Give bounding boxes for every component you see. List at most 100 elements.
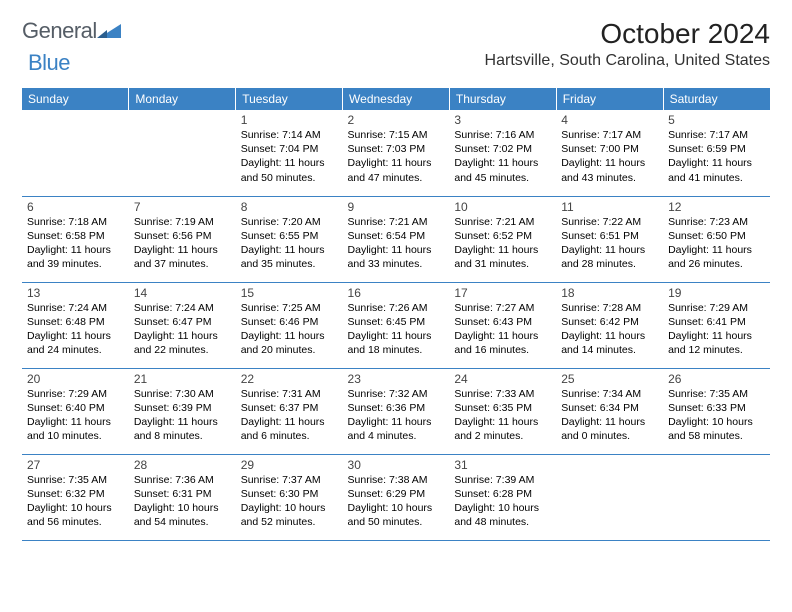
calendar-row: 27Sunrise: 7:35 AMSunset: 6:32 PMDayligh… <box>22 454 770 540</box>
sunrise-line: Sunrise: 7:26 AM <box>348 301 445 315</box>
sunset-line: Sunset: 6:36 PM <box>348 401 445 415</box>
daylight-line: Daylight: 11 hours and 20 minutes. <box>241 329 338 357</box>
sunset-line: Sunset: 6:35 PM <box>454 401 551 415</box>
daylight-line: Daylight: 10 hours and 54 minutes. <box>134 501 231 529</box>
sunset-line: Sunset: 6:31 PM <box>134 487 231 501</box>
day-number: 6 <box>27 200 124 214</box>
daylight-line: Daylight: 11 hours and 43 minutes. <box>561 156 658 184</box>
day-number: 16 <box>348 286 445 300</box>
calendar-cell: 24Sunrise: 7:33 AMSunset: 6:35 PMDayligh… <box>449 368 556 454</box>
day-number: 21 <box>134 372 231 386</box>
day-number: 26 <box>668 372 765 386</box>
day-number: 20 <box>27 372 124 386</box>
calendar-cell: 10Sunrise: 7:21 AMSunset: 6:52 PMDayligh… <box>449 196 556 282</box>
day-number: 24 <box>454 372 551 386</box>
day-number: 1 <box>241 113 338 127</box>
daylight-line: Daylight: 11 hours and 31 minutes. <box>454 243 551 271</box>
day-number: 19 <box>668 286 765 300</box>
daylight-line: Daylight: 11 hours and 35 minutes. <box>241 243 338 271</box>
sunset-line: Sunset: 6:50 PM <box>668 229 765 243</box>
sunset-line: Sunset: 6:48 PM <box>27 315 124 329</box>
sunrise-line: Sunrise: 7:30 AM <box>134 387 231 401</box>
calendar-cell: 29Sunrise: 7:37 AMSunset: 6:30 PMDayligh… <box>236 454 343 540</box>
day-number: 11 <box>561 200 658 214</box>
sunset-line: Sunset: 6:58 PM <box>27 229 124 243</box>
day-number: 28 <box>134 458 231 472</box>
day-number: 23 <box>348 372 445 386</box>
sunrise-line: Sunrise: 7:18 AM <box>27 215 124 229</box>
calendar-cell: 6Sunrise: 7:18 AMSunset: 6:58 PMDaylight… <box>22 196 129 282</box>
sunrise-line: Sunrise: 7:17 AM <box>561 128 658 142</box>
sunrise-line: Sunrise: 7:25 AM <box>241 301 338 315</box>
sunrise-line: Sunrise: 7:37 AM <box>241 473 338 487</box>
calendar-cell: 3Sunrise: 7:16 AMSunset: 7:02 PMDaylight… <box>449 110 556 196</box>
weekday-header: Sunday <box>22 88 129 110</box>
weekday-header: Friday <box>556 88 663 110</box>
calendar-cell: 14Sunrise: 7:24 AMSunset: 6:47 PMDayligh… <box>129 282 236 368</box>
sunset-line: Sunset: 6:28 PM <box>454 487 551 501</box>
sunrise-line: Sunrise: 7:36 AM <box>134 473 231 487</box>
sunset-line: Sunset: 6:32 PM <box>27 487 124 501</box>
calendar-cell: 21Sunrise: 7:30 AMSunset: 6:39 PMDayligh… <box>129 368 236 454</box>
day-number: 8 <box>241 200 338 214</box>
sunset-line: Sunset: 6:55 PM <box>241 229 338 243</box>
daylight-line: Daylight: 11 hours and 45 minutes. <box>454 156 551 184</box>
day-number: 29 <box>241 458 338 472</box>
calendar-cell: 2Sunrise: 7:15 AMSunset: 7:03 PMDaylight… <box>343 110 450 196</box>
sunset-line: Sunset: 6:54 PM <box>348 229 445 243</box>
day-number: 17 <box>454 286 551 300</box>
day-number: 31 <box>454 458 551 472</box>
day-number: 18 <box>561 286 658 300</box>
daylight-line: Daylight: 11 hours and 12 minutes. <box>668 329 765 357</box>
sunset-line: Sunset: 6:29 PM <box>348 487 445 501</box>
daylight-line: Daylight: 11 hours and 47 minutes. <box>348 156 445 184</box>
calendar-cell: 31Sunrise: 7:39 AMSunset: 6:28 PMDayligh… <box>449 454 556 540</box>
sunset-line: Sunset: 6:37 PM <box>241 401 338 415</box>
calendar-cell: 12Sunrise: 7:23 AMSunset: 6:50 PMDayligh… <box>663 196 770 282</box>
sunrise-line: Sunrise: 7:21 AM <box>454 215 551 229</box>
calendar-row: 20Sunrise: 7:29 AMSunset: 6:40 PM Dayligh… <box>22 368 770 454</box>
weekday-header: Thursday <box>449 88 556 110</box>
sunrise-line: Sunrise: 7:19 AM <box>134 215 231 229</box>
daylight-line: Daylight: 11 hours and 16 minutes. <box>454 329 551 357</box>
daylight-line: Daylight: 10 hours and 50 minutes. <box>348 501 445 529</box>
calendar-cell: 4Sunrise: 7:17 AMSunset: 7:00 PMDaylight… <box>556 110 663 196</box>
sunset-line: Sunset: 6:40 PM <box>27 401 124 415</box>
calendar-cell: 9Sunrise: 7:21 AMSunset: 6:54 PMDaylight… <box>343 196 450 282</box>
sunrise-line: Sunrise: 7:23 AM <box>668 215 765 229</box>
daylight-line: Daylight: 11 hours and 4 minutes. <box>348 415 445 443</box>
calendar-row: 6Sunrise: 7:18 AMSunset: 6:58 PM Daylight… <box>22 196 770 282</box>
sunrise-line: Sunrise: 7:14 AM <box>241 128 338 142</box>
daylight-line: Daylight: 11 hours and 28 minutes. <box>561 243 658 271</box>
daylight-line: Daylight: 11 hours and 33 minutes. <box>348 243 445 271</box>
sunset-line: Sunset: 6:41 PM <box>668 315 765 329</box>
daylight-line: Daylight: 11 hours and 6 minutes. <box>241 415 338 443</box>
sunset-line: Sunset: 6:30 PM <box>241 487 338 501</box>
calendar-cell: 13Sunrise: 7:24 AMSunset: 6:48 PMDayligh… <box>22 282 129 368</box>
day-number: 4 <box>561 113 658 127</box>
sunset-line: Sunset: 6:47 PM <box>134 315 231 329</box>
calendar-cell: 5Sunrise: 7:17 AMSunset: 6:59 PMDaylight… <box>663 110 770 196</box>
daylight-line: Daylight: 10 hours and 56 minutes. <box>27 501 124 529</box>
calendar-cell: 7Sunrise: 7:19 AMSunset: 6:56 PMDaylight… <box>129 196 236 282</box>
day-number: 3 <box>454 113 551 127</box>
month-title: October 2024 <box>485 18 770 50</box>
sunrise-line: Sunrise: 7:35 AM <box>668 387 765 401</box>
sunrise-line: Sunrise: 7:21 AM <box>348 215 445 229</box>
sunset-line: Sunset: 6:52 PM <box>454 229 551 243</box>
sunset-line: Sunset: 6:43 PM <box>454 315 551 329</box>
sunrise-line: Sunrise: 7:31 AM <box>241 387 338 401</box>
calendar-cell: 16Sunrise: 7:26 AMSunset: 6:45 PMDayligh… <box>343 282 450 368</box>
day-number: 22 <box>241 372 338 386</box>
logo-text-general: General <box>22 18 97 44</box>
sunrise-line: Sunrise: 7:29 AM <box>27 387 124 401</box>
sunrise-line: Sunrise: 7:35 AM <box>27 473 124 487</box>
sunset-line: Sunset: 6:51 PM <box>561 229 658 243</box>
weekday-header: Tuesday <box>236 88 343 110</box>
calendar-cell: 17Sunrise: 7:27 AMSunset: 6:43 PMDayligh… <box>449 282 556 368</box>
sunrise-line: Sunrise: 7:29 AM <box>668 301 765 315</box>
calendar-row: 13Sunrise: 7:24 AMSunset: 6:48 PMDayligh… <box>22 282 770 368</box>
day-number: 25 <box>561 372 658 386</box>
sunrise-line: Sunrise: 7:34 AM <box>561 387 658 401</box>
sunset-line: Sunset: 6:39 PM <box>134 401 231 415</box>
